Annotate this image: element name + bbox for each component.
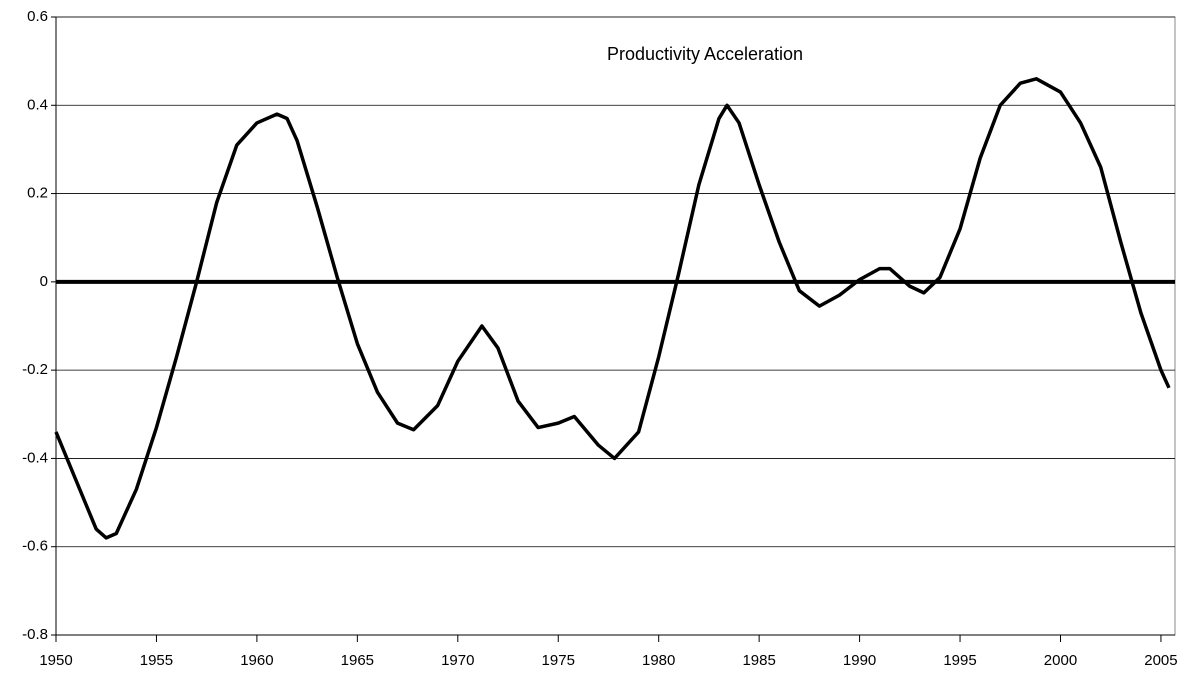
x-tick-label: 1985 [742,652,775,669]
x-tick-label: 1970 [441,652,474,669]
x-tick-label: 2000 [1044,652,1077,669]
y-tick-label: -0.4 [22,449,48,466]
y-tick-label: 0.6 [27,8,48,25]
y-tick-label: 0.2 [27,185,48,202]
x-tick-label: 1955 [140,652,173,669]
x-tick-label: 1965 [341,652,374,669]
data-line [54,77,1171,540]
x-tick-label: 1980 [642,652,675,669]
y-tick-label: 0 [40,273,48,290]
x-tick-label: 1990 [843,652,876,669]
x-tick-label: 1995 [943,652,976,669]
x-tick-label: 1950 [39,652,72,669]
plot-frame [55,16,1176,636]
x-tick-label: 2005 [1144,652,1177,669]
y-tick-label: -0.6 [22,538,48,555]
y-tick-label: -0.2 [22,361,48,378]
y-tick-label: -0.8 [22,626,48,643]
x-tick-label: 1975 [542,652,575,669]
x-tick-label: 1960 [240,652,273,669]
chart-title: Productivity Acceleration [607,44,803,64]
y-tick-label: 0.4 [27,96,48,113]
